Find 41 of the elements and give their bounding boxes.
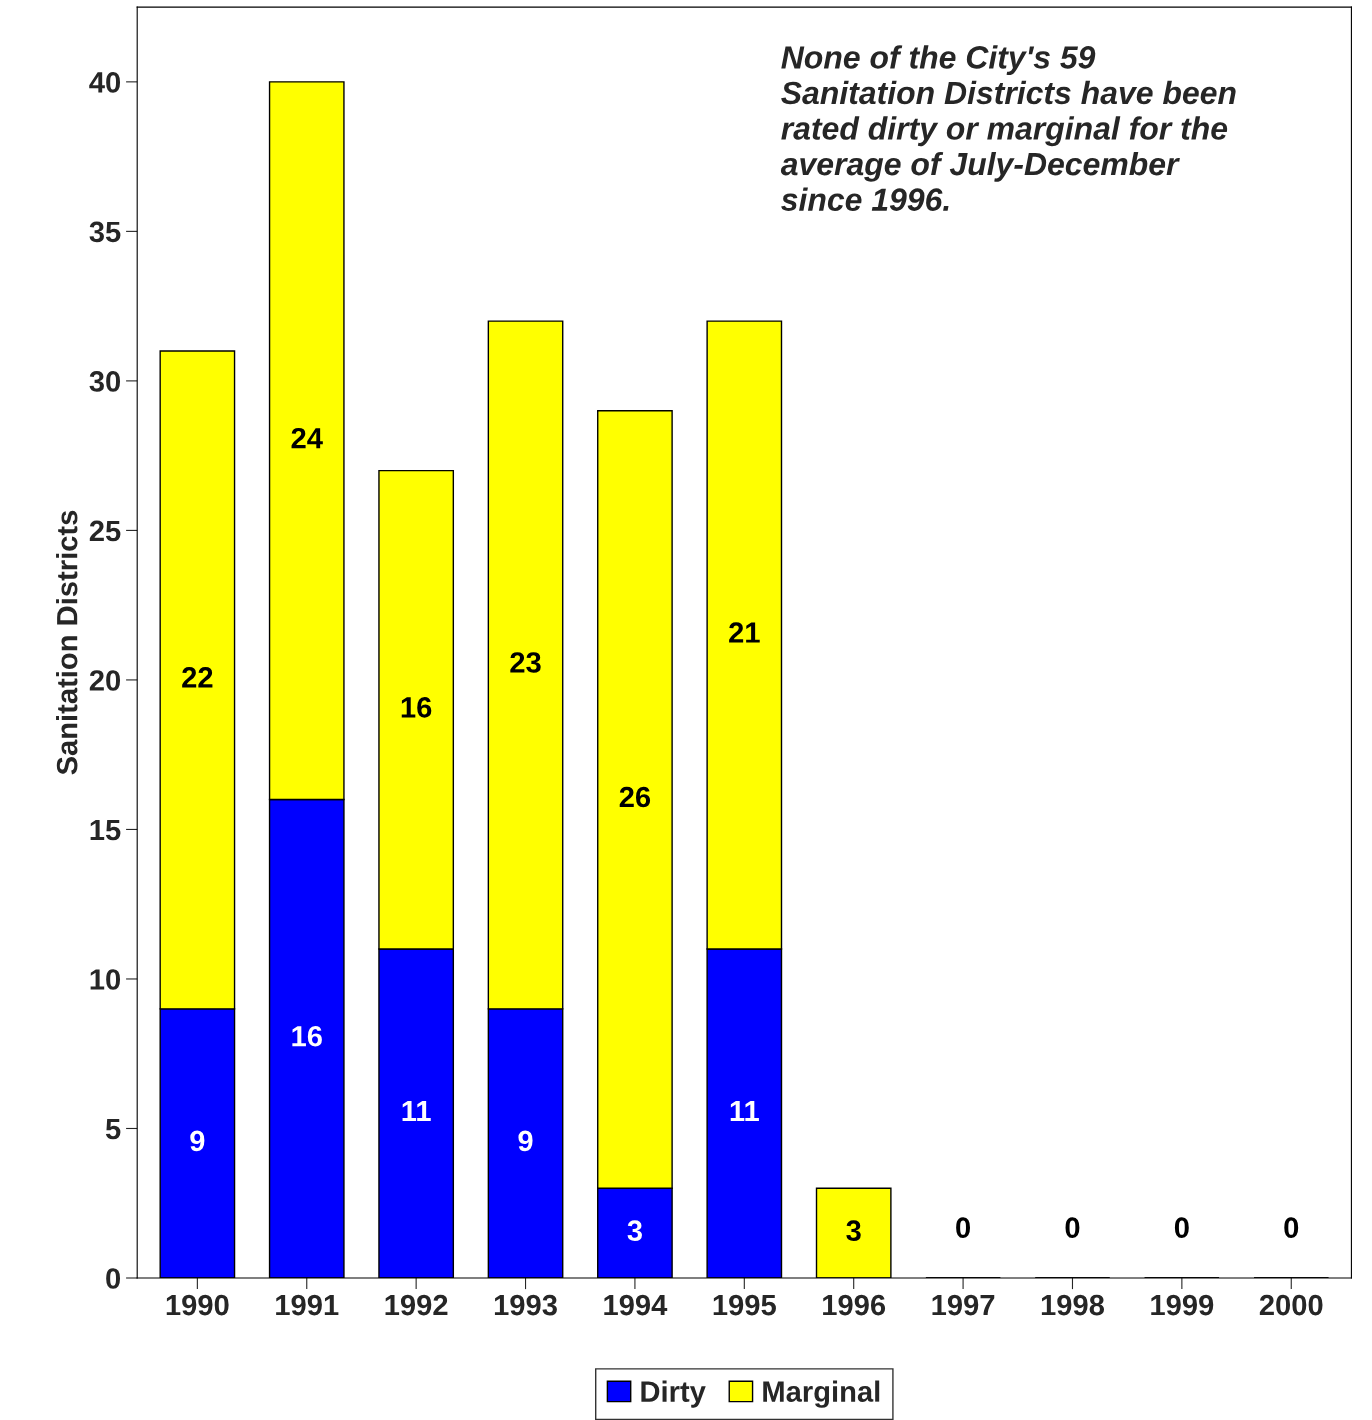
y-tick-label: 0: [106, 1268, 121, 1289]
y-tick-label: 40: [89, 72, 121, 93]
x-tick-label: 1999: [1151, 1294, 1214, 1316]
x-tick-label: 1996: [823, 1294, 886, 1316]
y-tick-label: 10: [90, 969, 121, 990]
data-label: 11: [730, 1101, 759, 1122]
y-tick-label: 25: [89, 520, 121, 542]
x-tick-label: 1994: [604, 1294, 668, 1316]
data-label: 23: [510, 652, 541, 673]
y-tick-label: 30: [89, 371, 121, 392]
data-label: 9: [518, 1130, 533, 1152]
data-label: 3: [627, 1220, 642, 1242]
annotation: None of the City's 59 Sanitation Districts have been rated dirty or marginal for the average of July-December since 1996.: [780, 45, 1236, 211]
x-tick-label: 2000: [1259, 1294, 1323, 1316]
legend-label: Marginal: [763, 1380, 880, 1408]
data-label: 9: [190, 1130, 205, 1152]
data-label: 0: [1284, 1217, 1299, 1238]
data-label: 11: [402, 1101, 431, 1122]
data-label: 0: [1174, 1217, 1189, 1238]
y-axis-title: Sanitation Districts: [56, 510, 78, 775]
x-tick-label: 1997: [932, 1294, 995, 1316]
x-tick-label: 1993: [494, 1294, 557, 1316]
data-label: 16: [292, 1025, 322, 1047]
y-tick-label: 35: [89, 221, 121, 243]
data-label: 3: [846, 1220, 861, 1242]
data-label: 0: [1065, 1217, 1080, 1238]
x-tick-label: 1992: [385, 1294, 448, 1316]
data-label: 21: [729, 622, 760, 643]
y-tick-label: 20: [89, 670, 121, 691]
legend-label: Dirty: [641, 1380, 706, 1408]
data-label: 22: [182, 667, 213, 688]
x-tick-label: 1998: [1041, 1294, 1105, 1316]
data-label: 0: [956, 1217, 970, 1238]
x-tick-label: 1995: [713, 1294, 776, 1316]
data-label: 26: [619, 786, 651, 808]
x-tick-label: 1991: [276, 1294, 339, 1316]
y-tick-label: 15: [90, 819, 121, 841]
x-tick-label: 1990: [166, 1294, 229, 1316]
y-tick-label: 5: [105, 1118, 121, 1140]
data-label: 24: [291, 427, 323, 449]
data-label: 16: [401, 697, 432, 718]
